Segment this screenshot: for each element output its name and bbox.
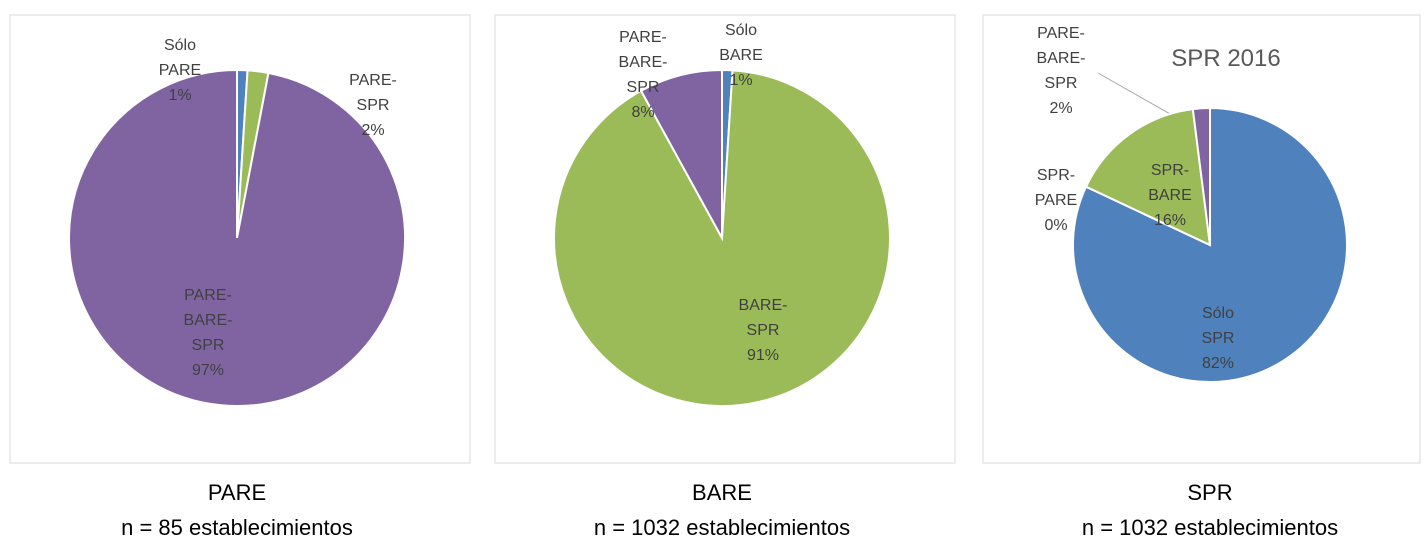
label-line: BARE- [1037, 50, 1086, 67]
slice-label: PARE- BARE- SPR [184, 287, 233, 354]
label-line: Sólo [1202, 305, 1234, 322]
pie-slice [1072, 106, 1348, 383]
label-line: Sólo [164, 37, 196, 54]
value-label: 1% [168, 87, 191, 104]
chart-title: SPR 2016 [1171, 45, 1280, 72]
pie-slice [639, 68, 723, 239]
label-line: SPR [1202, 330, 1235, 347]
label-line: SPR [192, 337, 225, 354]
pie-slice [68, 68, 406, 407]
label-line: BARE [719, 47, 763, 64]
slice-label: SPR- PARE [1035, 167, 1077, 209]
label-line: BARE- [739, 297, 788, 314]
label-line: PARE- [619, 29, 667, 46]
label-line: SPR- [1151, 162, 1189, 179]
label-line: PARE- [349, 72, 397, 89]
slice-label: PARE- SPR [349, 72, 397, 114]
caption: PARE [208, 480, 266, 505]
label-line: PARE- [1037, 25, 1085, 42]
value-label: 2% [1049, 100, 1072, 117]
label-line: SPR [747, 322, 780, 339]
pie-slice [1191, 106, 1211, 246]
label-line: Sólo [725, 22, 757, 39]
caption: BARE [692, 480, 752, 505]
label-line: BARE [1148, 187, 1192, 204]
label-line: PARE [159, 62, 201, 79]
label-line: SPR [1045, 75, 1078, 92]
slice-label: SPR- BARE [1148, 162, 1192, 204]
value-label: 16% [1154, 212, 1186, 229]
value-label: 8% [631, 104, 654, 121]
slice-label: Sólo SPR [1202, 305, 1235, 347]
value-label: 91% [747, 347, 779, 364]
label-line: PARE [1035, 192, 1077, 209]
slice-label: PARE- BARE- SPR [1037, 25, 1086, 92]
subcaption: n = 1032 establecimientos [1082, 515, 1338, 540]
label-line: SPR [627, 79, 660, 96]
label-line: BARE- [184, 312, 233, 329]
value-label: 0% [1044, 217, 1067, 234]
slice-label: PARE- BARE- SPR [619, 29, 668, 96]
value-label: 2% [361, 122, 384, 139]
subcaption: n = 85 establecimientos [121, 515, 353, 540]
slice-label: BARE- SPR [739, 297, 788, 339]
value-label: 1% [729, 72, 752, 89]
slice-label: Sólo PARE [159, 37, 201, 79]
pie-slice [1084, 107, 1212, 247]
label-line: BARE- [619, 54, 668, 71]
slice-label: Sólo BARE [719, 22, 763, 64]
label-line: SPR- [1037, 167, 1075, 184]
value-label: 97% [192, 362, 224, 379]
caption: SPR [1187, 480, 1232, 505]
label-line: SPR [357, 97, 390, 114]
value-label: 82% [1202, 355, 1234, 372]
subcaption: n = 1032 establecimientos [594, 515, 850, 540]
label-line: PARE- [184, 287, 232, 304]
